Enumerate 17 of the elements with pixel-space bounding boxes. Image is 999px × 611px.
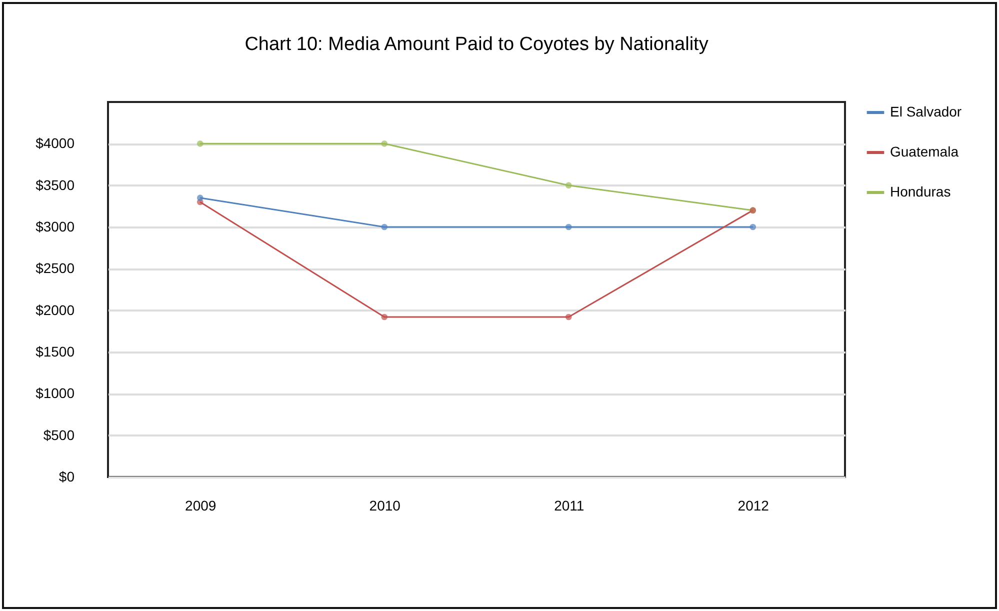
x-tick-label: 2010 (369, 498, 401, 514)
x-tick-label: 2009 (185, 498, 216, 514)
y-tick-label: $3500 (36, 176, 75, 193)
legend-label: Honduras (890, 184, 951, 200)
y-tick-label: $2000 (36, 302, 75, 318)
y-tick-label: $1000 (36, 385, 75, 402)
legend-label: El Salvador (890, 104, 962, 120)
y-tick-label: $4000 (36, 135, 75, 152)
x-tick-label: 2011 (554, 498, 584, 514)
x-tick-label: 2012 (738, 498, 770, 514)
y-tick-label: $500 (43, 426, 75, 443)
legend-label: Guatemala (890, 144, 959, 160)
y-tick-label: $0 (58, 468, 75, 484)
y-tick-label: $2500 (36, 260, 75, 276)
y-tick-label: $1500 (36, 344, 75, 360)
y-tick-label: $3000 (36, 218, 75, 234)
chart-title: Chart 10: Media Amount Paid to Coyotes by Nationality (244, 34, 709, 55)
